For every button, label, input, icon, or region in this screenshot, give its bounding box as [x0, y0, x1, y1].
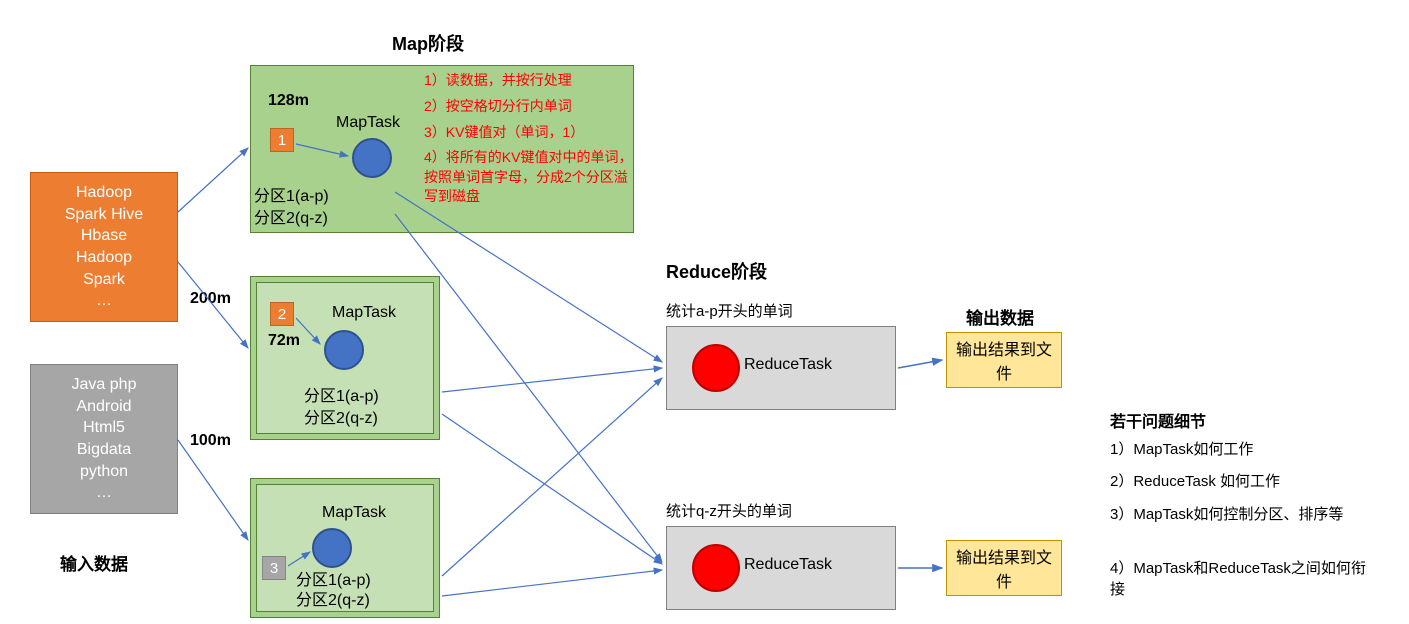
- map-title: Map阶段: [392, 30, 464, 56]
- input2-line3: Bigdata: [77, 439, 131, 461]
- input2-line2: Html5: [83, 417, 125, 439]
- map1-part1: 分区1(a-p): [254, 182, 329, 206]
- input1-line1: Spark Hive: [65, 204, 143, 226]
- map1-circle: [352, 138, 392, 178]
- map2-task-label: MapTask: [332, 304, 396, 322]
- input1-line4: Spark: [83, 269, 125, 291]
- map2-part2: 分区2(q-z): [304, 404, 378, 428]
- map-step-1: 1）读数据，并按行处理: [424, 70, 634, 90]
- reduce2-label: ReduceTask: [744, 556, 832, 574]
- map-badge-2: 2: [270, 302, 294, 326]
- questions-title: 若干问题细节: [1110, 408, 1206, 432]
- input2-line1: Android: [76, 396, 131, 418]
- input2-line0: Java php: [72, 374, 137, 396]
- map1-part2: 分区2(q-z): [254, 204, 328, 228]
- reduce1-desc: 统计a-p开头的单词: [666, 300, 793, 321]
- map-step-2: 2）按空格切分行内单词: [424, 96, 634, 116]
- output-title: 输出数据: [966, 304, 1034, 329]
- input1-line0: Hadoop: [76, 182, 132, 204]
- reduce1-label: ReduceTask: [744, 356, 832, 374]
- size-200m: 200m: [190, 290, 231, 308]
- reduce2-circle: [692, 544, 740, 592]
- question-4: 4）MapTask和ReduceTask之间如何衔接: [1110, 558, 1370, 600]
- input2-line4: python: [80, 461, 128, 483]
- size-100m: 100m: [190, 432, 231, 450]
- output-box-2: 输出结果到文件: [946, 540, 1062, 596]
- input1-line5: …: [96, 290, 112, 312]
- question-2: 2）ReduceTask 如何工作: [1110, 470, 1370, 491]
- output-box-1: 输出结果到文件: [946, 332, 1062, 388]
- question-1: 1）MapTask如何工作: [1110, 438, 1370, 459]
- map-step-4: 4）将所有的KV键值对中的单词，按照单词首字母，分成2个分区溢写到磁盘: [424, 148, 634, 207]
- size-72m: 72m: [268, 332, 300, 350]
- output2-text: 输出结果到文件: [947, 544, 1061, 592]
- input-title: 输入数据: [60, 550, 128, 575]
- reduce-title: Reduce阶段: [666, 258, 767, 284]
- reduce2-desc: 统计q-z开头的单词: [666, 500, 792, 521]
- input2-line5: …: [96, 482, 112, 504]
- size-128m: 128m: [268, 92, 309, 110]
- map1-task-label: MapTask: [336, 114, 400, 132]
- input-box-2: Java php Android Html5 Bigdata python …: [30, 364, 178, 514]
- question-3: 3）MapTask如何控制分区、排序等: [1110, 504, 1370, 525]
- map-badge-1: 1: [270, 128, 294, 152]
- input1-line2: Hbase: [81, 225, 127, 247]
- map2-circle: [324, 330, 364, 370]
- input1-line3: Hadoop: [76, 247, 132, 269]
- map2-part1: 分区1(a-p): [304, 382, 379, 406]
- map-badge-3: 3: [262, 556, 286, 580]
- map3-part2: 分区2(q-z): [296, 586, 370, 610]
- map3-task-label: MapTask: [322, 504, 386, 522]
- input-box-1: Hadoop Spark Hive Hbase Hadoop Spark …: [30, 172, 178, 322]
- map3-circle: [312, 528, 352, 568]
- reduce1-circle: [692, 344, 740, 392]
- map-step-3: 3）KV键值对（单词，1）: [424, 122, 634, 142]
- output1-text: 输出结果到文件: [947, 336, 1061, 384]
